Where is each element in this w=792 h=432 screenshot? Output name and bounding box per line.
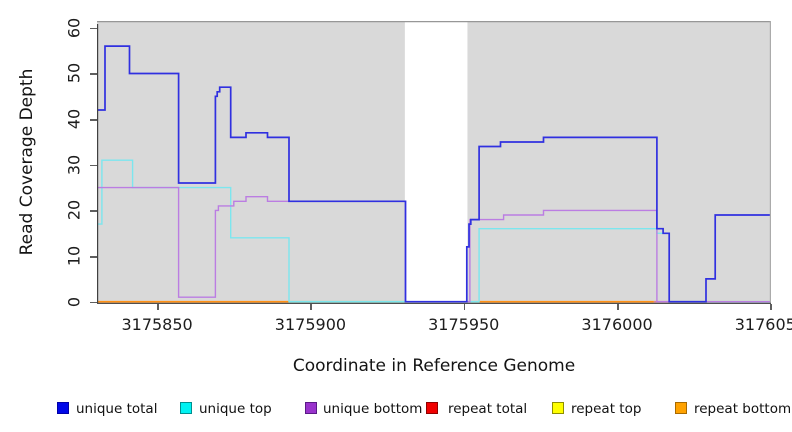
legend-label-repeat-bottom: repeat bottom [694,400,792,417]
legend-swatch-repeat-total-icon [426,402,438,414]
legend-swatch-repeat-bottom-icon [675,402,687,414]
legend-swatch-repeat-top-icon [552,402,564,414]
series-unique-total [97,45,771,303]
x-tick-label: 3175900 [274,315,347,334]
x-tick [463,304,466,310]
y-tick [90,256,97,258]
y-tick-label: 0 [64,296,84,307]
y-tick [90,301,97,304]
y-tick-label: 30 [64,154,84,175]
legend-label-unique-top: unique top [199,400,272,417]
y-tick [90,164,97,167]
y-tick-label: 40 [64,108,84,130]
x-tick [770,304,772,310]
x-tick [310,304,312,310]
y-tick-label: 50 [64,63,84,84]
legend-swatch-unique-total-icon [57,402,69,414]
legend-label-repeat-total: repeat total [448,400,528,417]
y-tick [90,27,97,30]
plot-area [97,21,771,304]
y-tick [90,119,97,121]
y-tick-label: 10 [64,245,84,267]
x-tick-label: 3176000 [581,315,653,334]
series-unique-bottom [97,186,771,303]
x-axis-title: Coordinate in Reference Genome [292,356,576,376]
y-tick-label: 20 [64,200,84,221]
x-tick [617,304,619,310]
x-tick [157,304,159,310]
chart-canvas [97,21,771,304]
y-tick [90,73,97,75]
x-tick-label: 3175850 [121,315,193,334]
legend-label-unique-total: unique total [76,400,158,417]
legend-label-unique-bottom: unique bottom [323,400,423,417]
no-data-band [404,21,468,304]
y-axis-title: Read Coverage Depth [17,68,37,256]
y-tick-label: 60 [64,17,84,39]
legend-swatch-unique-bottom-icon [305,402,317,414]
legend-label-repeat-top: repeat top [571,400,642,417]
y-tick [90,210,97,212]
legend-swatch-unique-top-icon [180,402,192,414]
x-tick-label: 3175950 [428,315,500,334]
